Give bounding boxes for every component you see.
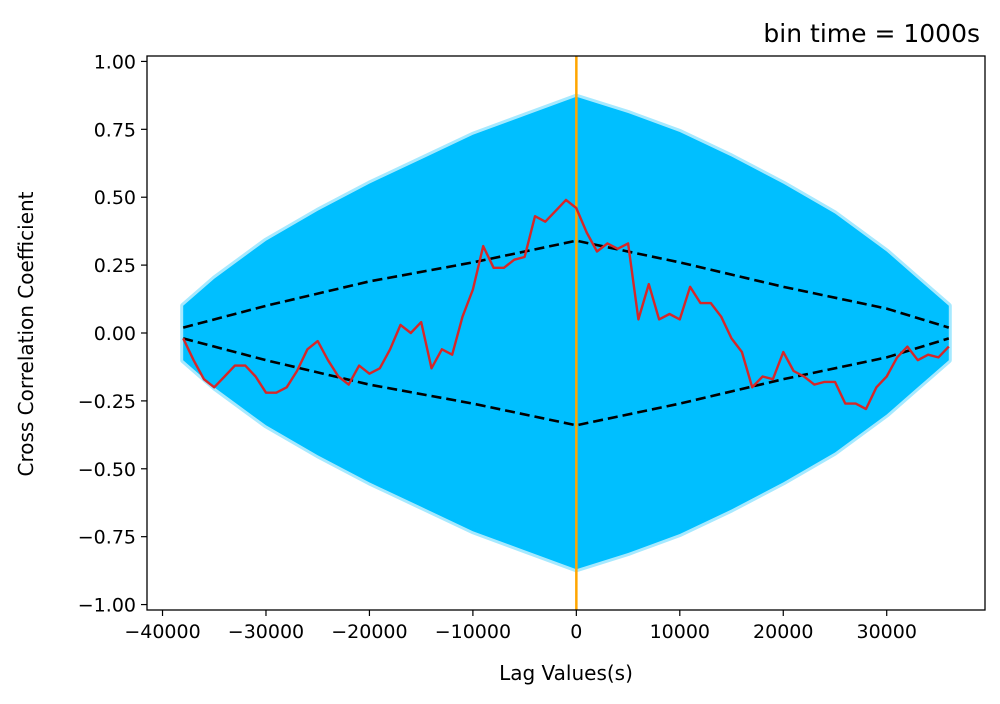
- y-tick-label: 0.00: [94, 323, 136, 345]
- x-tick-label: −10000: [435, 621, 511, 643]
- x-tick-label: 20000: [753, 621, 813, 643]
- y-tick-label: −0.75: [78, 527, 136, 549]
- y-tick-label: −1.00: [78, 595, 136, 617]
- x-tick-label: 0: [570, 621, 582, 643]
- simulation-envelope: [180, 93, 952, 573]
- x-tick-label: 10000: [650, 621, 710, 643]
- y-axis-label: Cross Correlation Coefficient: [14, 191, 38, 476]
- y-tick-label: 0.50: [94, 187, 136, 209]
- x-tick-label: −30000: [228, 621, 304, 643]
- confidence-lower-line: [182, 337, 950, 427]
- y-tick-label: −0.25: [78, 391, 136, 413]
- x-axis-label: Lag Values(s): [499, 661, 633, 685]
- confidence-upper-line: [182, 239, 950, 329]
- plot-area: [180, 56, 952, 610]
- x-tick-label: 30000: [856, 621, 916, 643]
- chart-title: bin time = 1000s: [763, 19, 980, 48]
- y-tick-label: 0.75: [94, 119, 136, 141]
- y-tick-label: 0.25: [94, 255, 136, 277]
- axes: −40000 −30000 −20000 −10000 0 10000 20000 30000…: [78, 51, 986, 643]
- x-tick-label: −20000: [331, 621, 407, 643]
- y-tick-label: 1.00: [94, 51, 136, 73]
- y-tick-label: −0.50: [78, 459, 136, 481]
- x-tick-label: −40000: [124, 621, 200, 643]
- observed-ccf-line: [182, 198, 950, 411]
